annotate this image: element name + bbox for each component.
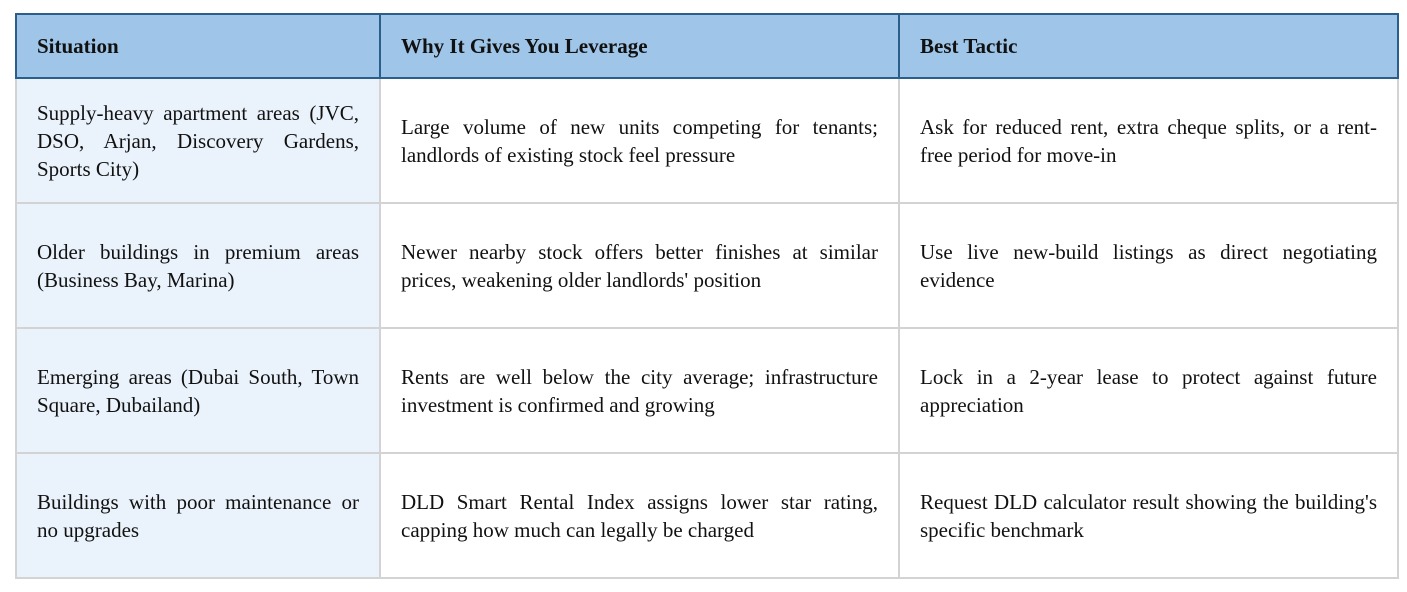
cell-tactic: Use live new-build listings as direct ne… bbox=[898, 202, 1399, 329]
cell-tactic: Lock in a 2-year lease to protect agains… bbox=[898, 327, 1399, 454]
cell-tactic: Request DLD calculator result showing th… bbox=[898, 452, 1399, 579]
header-situation: Situation bbox=[15, 13, 381, 79]
table-header-row: Situation Why It Gives You Leverage Best… bbox=[15, 13, 1399, 79]
cell-tactic: Ask for reduced rent, extra cheque split… bbox=[898, 77, 1399, 204]
leverage-table: Situation Why It Gives You Leverage Best… bbox=[15, 13, 1399, 579]
cell-leverage: Newer nearby stock offers better finishe… bbox=[379, 202, 900, 329]
cell-situation: Older buildings in premium areas (Busine… bbox=[15, 202, 381, 329]
cell-leverage: Large volume of new units competing for … bbox=[379, 77, 900, 204]
table-row: Emerging areas (Dubai South, Town Square… bbox=[15, 327, 1399, 454]
header-tactic: Best Tactic bbox=[898, 13, 1399, 79]
table-row: Supply-heavy apartment areas (JVC, DSO, … bbox=[15, 77, 1399, 204]
cell-leverage: Rents are well below the city average; i… bbox=[379, 327, 900, 454]
table-row: Older buildings in premium areas (Busine… bbox=[15, 202, 1399, 329]
cell-situation: Emerging areas (Dubai South, Town Square… bbox=[15, 327, 381, 454]
cell-leverage: DLD Smart Rental Index assigns lower sta… bbox=[379, 452, 900, 579]
cell-situation: Supply-heavy apartment areas (JVC, DSO, … bbox=[15, 77, 381, 204]
header-leverage: Why It Gives You Leverage bbox=[379, 13, 900, 79]
cell-situation: Buildings with poor maintenance or no up… bbox=[15, 452, 381, 579]
table-row: Buildings with poor maintenance or no up… bbox=[15, 452, 1399, 579]
